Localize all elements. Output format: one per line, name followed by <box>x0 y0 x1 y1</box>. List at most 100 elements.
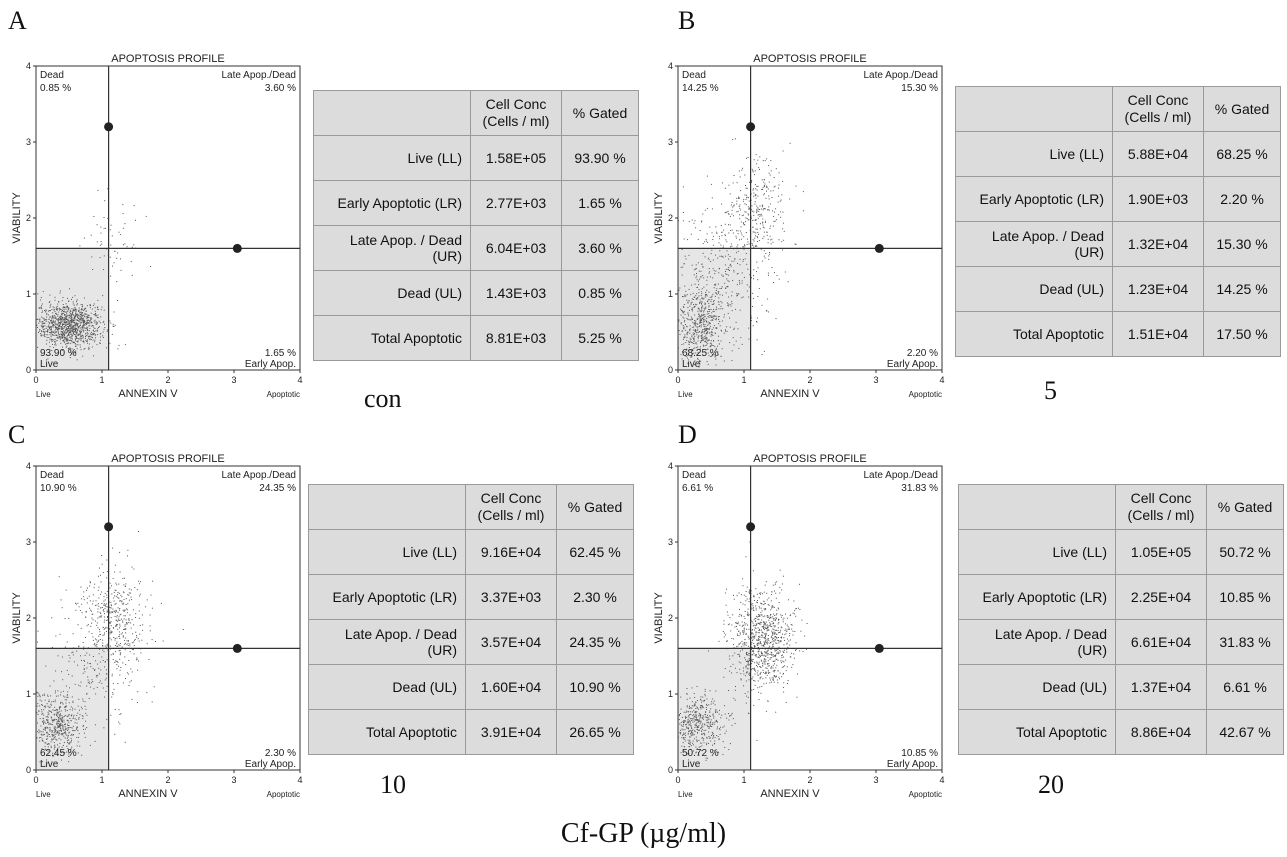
event-point <box>70 333 72 335</box>
event-point <box>701 303 702 305</box>
event-point <box>713 750 715 751</box>
event-point <box>64 338 66 340</box>
event-point <box>693 269 695 271</box>
event-point <box>705 719 707 721</box>
event-point <box>703 738 705 740</box>
event-point <box>694 330 696 332</box>
event-point <box>93 327 95 329</box>
event-point <box>744 194 746 196</box>
event-point <box>702 723 704 725</box>
event-point <box>706 317 708 319</box>
event-point <box>697 719 699 721</box>
event-point <box>687 357 688 359</box>
event-point <box>702 213 704 215</box>
event-point <box>75 309 76 310</box>
event-point <box>68 324 70 326</box>
event-point <box>62 324 64 325</box>
event-point <box>699 348 701 350</box>
table-header-blank <box>313 90 471 136</box>
event-point <box>707 714 708 716</box>
scatter-points <box>36 531 184 767</box>
event-point <box>65 732 66 734</box>
event-point <box>769 657 771 659</box>
event-point <box>682 311 684 313</box>
event-point <box>71 329 73 331</box>
event-point <box>776 609 778 611</box>
event-point <box>755 656 757 658</box>
event-point <box>743 632 745 634</box>
event-point <box>60 739 62 741</box>
event-point <box>127 594 129 596</box>
event-point <box>786 642 788 644</box>
event-point <box>757 267 759 269</box>
event-point <box>761 645 763 647</box>
event-point <box>708 291 710 293</box>
event-point <box>753 635 755 637</box>
row-label: Live (LL) <box>308 529 466 575</box>
event-point <box>67 297 68 299</box>
event-point <box>772 584 774 586</box>
event-point <box>60 728 62 730</box>
event-point <box>705 328 707 330</box>
event-point <box>72 310 74 312</box>
event-point <box>89 585 91 587</box>
event-point <box>795 244 797 246</box>
event-point <box>146 643 148 645</box>
event-point <box>728 213 730 215</box>
event-point <box>716 728 718 730</box>
x-tick-label: 4 <box>939 775 944 785</box>
event-point <box>684 295 686 297</box>
event-point <box>728 184 730 186</box>
event-point <box>764 663 766 665</box>
event-point <box>687 331 689 333</box>
event-point <box>712 235 714 237</box>
event-point <box>60 330 62 332</box>
table-row: Total Apoptotic 1.51E+04 17.50 % <box>955 311 1281 357</box>
event-point <box>798 607 799 609</box>
event-point <box>41 305 42 307</box>
x-right-label: Apoptotic <box>909 790 942 799</box>
event-point <box>92 325 94 327</box>
event-point <box>730 630 732 632</box>
event-point <box>743 673 745 675</box>
event-point <box>101 656 103 658</box>
event-point <box>98 682 100 684</box>
event-point <box>62 322 64 324</box>
event-point <box>755 244 757 246</box>
event-point <box>99 648 101 650</box>
event-point <box>706 284 708 286</box>
event-point <box>685 290 687 292</box>
event-point <box>740 209 742 211</box>
event-point <box>722 245 724 247</box>
event-point <box>700 321 702 323</box>
event-point <box>690 735 692 737</box>
event-point <box>41 331 43 333</box>
event-point <box>709 322 711 324</box>
event-point <box>93 320 95 322</box>
event-point <box>731 360 733 361</box>
event-point <box>60 318 61 319</box>
event-point <box>734 258 736 260</box>
event-point <box>691 219 693 221</box>
event-point <box>66 339 68 341</box>
event-point <box>104 607 106 609</box>
event-point <box>793 613 795 615</box>
event-point <box>773 216 775 217</box>
event-point <box>767 311 769 313</box>
event-point <box>769 227 771 229</box>
event-point <box>779 569 781 571</box>
event-point <box>70 350 72 352</box>
event-point <box>707 316 709 317</box>
event-point <box>701 337 703 339</box>
event-point <box>76 337 77 339</box>
quadrant-ll-value: 68.25 % <box>682 348 719 359</box>
event-point <box>55 334 57 336</box>
event-point <box>753 214 755 216</box>
event-point <box>700 698 701 700</box>
event-point <box>54 341 55 343</box>
event-point <box>72 330 73 332</box>
event-point <box>67 741 68 743</box>
event-point <box>762 678 764 680</box>
event-point <box>778 646 780 648</box>
event-point <box>93 587 95 589</box>
